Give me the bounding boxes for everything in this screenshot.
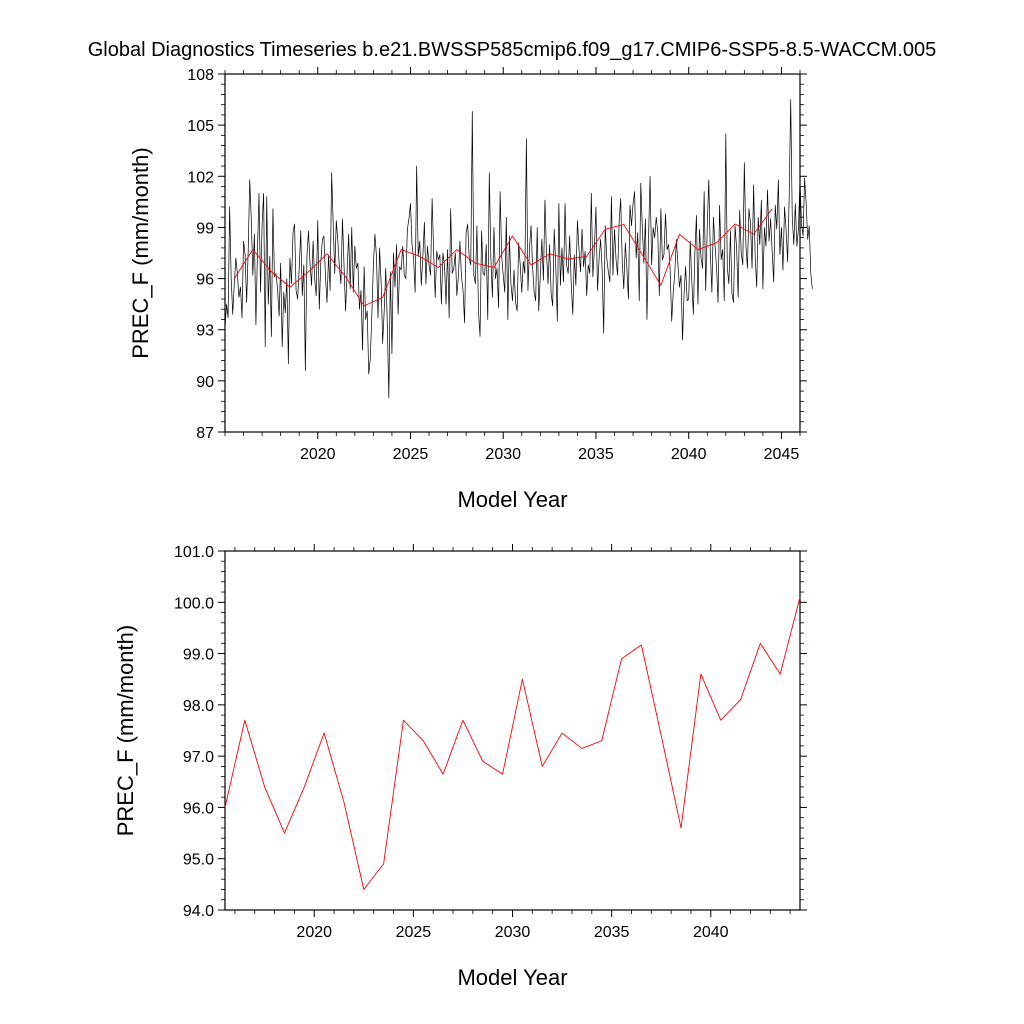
y-tick-label: 97.0 (183, 749, 214, 766)
y-tick-label: 99 (196, 220, 214, 237)
x-tick-label: 2035 (578, 446, 614, 463)
x-tick-label: 2035 (594, 924, 630, 941)
y-tick-label: 98.0 (183, 698, 214, 715)
annual-mean-series-line (224, 597, 801, 890)
y-tick-label: 94.0 (183, 903, 214, 920)
plot-frame (224, 73, 801, 433)
x-tick-label: 2045 (764, 446, 800, 463)
y-axis-title: PREC_F (mm/month) (113, 625, 138, 836)
y-tick-label: 95.0 (183, 852, 214, 869)
y-tick-label: 96 (196, 272, 214, 289)
y-tick-label: 105 (187, 118, 214, 135)
x-tick-label: 2020 (296, 924, 332, 941)
x-tick-label: 2040 (671, 446, 707, 463)
y-tick-label: 87 (196, 425, 214, 442)
y-tick-label: 93 (196, 323, 214, 340)
x-axis-title: Model Year (457, 487, 567, 512)
monthly-series-line (224, 99, 813, 399)
y-tick-label: 108 (187, 67, 214, 84)
x-tick-label: 2040 (693, 924, 729, 941)
x-tick-label: 2030 (485, 446, 521, 463)
y-tick-label: 99.0 (183, 647, 214, 664)
y-axis-title: PREC_F (mm/month) (128, 147, 153, 358)
top-panel: 2020 2025 2030 2035 2040 2045 87 90 93 96 99 102 105… (128, 67, 813, 512)
x-tick-label: 2025 (396, 924, 432, 941)
y-tick-label: 90 (196, 374, 214, 391)
annual-mean-series-line (233, 208, 773, 307)
x-axis-title: Model Year (457, 965, 567, 990)
x-tick-label: 2025 (393, 446, 429, 463)
x-tick-label: 2020 (300, 446, 336, 463)
y-tick-label: 102 (187, 169, 214, 186)
bottom-panel: 2020 2025 2030 2035 2040 94.0 95.0 96.0 97.0 98.0… (113, 544, 807, 990)
figure-title: Global Diagnostics Timeseries b.e21.BWSS… (88, 39, 937, 61)
plot-frame (224, 550, 801, 911)
y-tick-label: 96.0 (183, 800, 214, 817)
y-tick-label: 100.0 (174, 595, 214, 612)
y-tick-label: 101.0 (174, 544, 214, 561)
x-tick-label: 2030 (495, 924, 531, 941)
